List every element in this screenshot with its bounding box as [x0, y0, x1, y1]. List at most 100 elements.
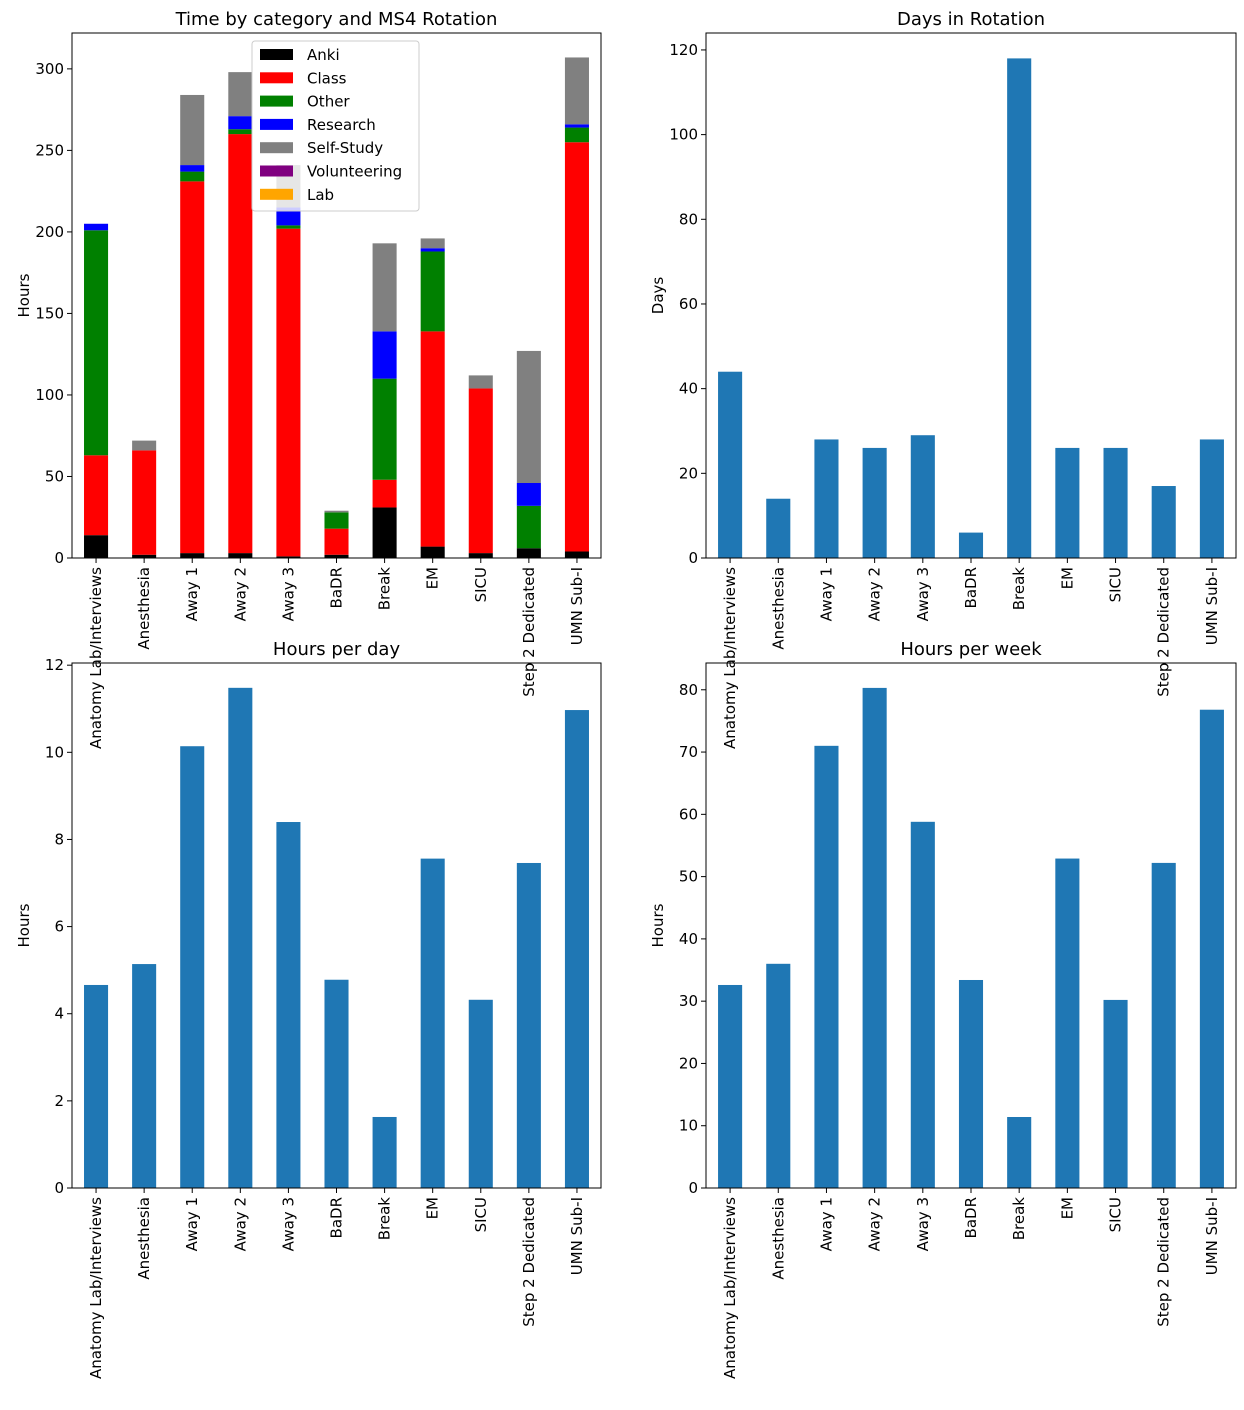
- legend: Anki Class Other Research Self-Study Voluntee…: [251, 40, 420, 212]
- x-tick-label-umn-sub-i: UMN Sub-I: [1203, 567, 1221, 645]
- y-tick-label: 150: [35, 304, 64, 322]
- y-tick-label: 4: [54, 1005, 64, 1023]
- legend-label-anki: Anki: [307, 46, 340, 64]
- y-axis-title: Hours: [15, 273, 33, 317]
- bar-class-away-2: [228, 134, 253, 554]
- y-axis-title: Hours: [15, 903, 33, 947]
- y-tick-label: 0: [688, 549, 698, 567]
- x-tick-label-em: EM: [424, 567, 442, 589]
- bar-anki-em: [420, 546, 445, 558]
- x-tick-label-anatomy-lab-interviews: Anatomy Lab/Interviews: [87, 567, 105, 749]
- y-tick-label: 20: [679, 1054, 698, 1072]
- bar-class-anatomy-lab-interviews: [84, 455, 109, 536]
- bars: [84, 57, 589, 558]
- bar-self-study-badr: [324, 510, 349, 513]
- bar-research-away-3: [276, 207, 301, 226]
- bar-em: [420, 858, 445, 1188]
- bar-anki-away-3: [276, 556, 301, 558]
- bar-away-2: [862, 447, 887, 558]
- x-tick-label-em: EM: [1058, 567, 1076, 589]
- bar-self-study-sicu: [468, 375, 493, 389]
- bars: [718, 58, 1224, 558]
- legend-swatch-lab: [260, 188, 293, 200]
- bar-sicu: [1103, 447, 1128, 558]
- y-tick-label: 30: [679, 992, 698, 1010]
- bar-self-study-step-2-dedicated: [516, 350, 541, 483]
- bar-anatomy-lab-interviews: [718, 371, 743, 558]
- chart-title: Hours per week: [900, 639, 1042, 660]
- bar-self-study-em: [420, 238, 445, 249]
- bar-em: [1055, 447, 1080, 558]
- bar-umn-sub-i: [564, 710, 589, 1188]
- x-tick-label-badr: BaDR: [328, 1197, 346, 1238]
- bar-anesthesia: [132, 964, 157, 1188]
- legend-swatch-other: [260, 95, 293, 107]
- bar-badr: [958, 532, 984, 558]
- x-tick-label-umn-sub-i: UMN Sub-I: [1203, 1197, 1221, 1275]
- bar-away-2: [862, 687, 887, 1188]
- y-tick-label: 40: [679, 380, 698, 398]
- x-tick-label-away-3: Away 3: [279, 567, 297, 621]
- x-tick-label-anesthesia: Anesthesia: [135, 567, 153, 650]
- x-tick-label-anatomy-lab-interviews: Anatomy Lab/Interviews: [87, 1197, 105, 1379]
- bar-anesthesia: [766, 963, 791, 1188]
- legend-label-volunteering: Volunteering: [307, 163, 402, 181]
- x-tick-label-em: EM: [1058, 1197, 1076, 1219]
- bar-anatomy-lab-interviews: [718, 984, 743, 1188]
- bar-step-2-dedicated: [516, 862, 541, 1188]
- bar-class-em: [420, 331, 445, 547]
- x-tick-label-away-1: Away 1: [183, 567, 201, 621]
- bar-class-break: [372, 479, 397, 508]
- bar-away-1: [180, 746, 205, 1188]
- y-tick-label: 300: [35, 60, 64, 78]
- chart-title: Hours per day: [273, 639, 401, 660]
- y-tick-label: 10: [45, 743, 64, 761]
- bar-break: [372, 1116, 397, 1188]
- bars: [718, 687, 1224, 1188]
- x-tick-label-break: Break: [376, 567, 394, 611]
- bar-research-away-1: [180, 165, 205, 172]
- legend-label-class: Class: [307, 69, 347, 87]
- x-tick-label-em: EM: [424, 1197, 442, 1219]
- bar-class-umn-sub-i: [564, 142, 589, 552]
- y-tick-label: 0: [54, 1179, 64, 1197]
- x-tick-label-away-3: Away 3: [914, 567, 932, 621]
- x-tick-label-away-1: Away 1: [817, 567, 835, 621]
- x-tick-label-away-2: Away 2: [866, 1197, 884, 1251]
- chart-panel-0: 0 50 100 150 200 250 300 Anatomy Lab/Interviews…: [15, 9, 602, 749]
- bar-other-away-3: [276, 225, 301, 229]
- bars: [84, 687, 589, 1188]
- x-tick-label-break: Break: [376, 1197, 394, 1241]
- bar-break: [1007, 1117, 1032, 1188]
- bar-step-2-dedicated: [1151, 486, 1176, 558]
- bar-anki-umn-sub-i: [564, 551, 589, 558]
- x-tick-label-badr: BaDR: [962, 1197, 980, 1238]
- legend-swatch-self-study: [260, 142, 293, 154]
- bar-sicu: [1103, 999, 1128, 1188]
- bar-self-study-away-2: [228, 72, 253, 117]
- x-tick-label-away-1: Away 1: [817, 1197, 835, 1251]
- chart-panel-3: 0 10 20 30 40 50 60 70 80 Anatomy Lab/Interviews A…: [649, 639, 1237, 1379]
- bar-anki-away-2: [228, 553, 253, 558]
- y-tick-label: 50: [45, 467, 64, 485]
- bar-class-badr: [324, 528, 349, 555]
- x-tick-label-anesthesia: Anesthesia: [769, 1197, 787, 1280]
- axes-frame: [705, 32, 1237, 559]
- bar-anatomy-lab-interviews: [84, 984, 109, 1188]
- x-tick-label-anesthesia: Anesthesia: [135, 1197, 153, 1280]
- bar-anki-step-2-dedicated: [516, 548, 541, 558]
- bar-away-3: [910, 821, 935, 1188]
- y-tick-label: 120: [669, 41, 698, 59]
- x-tick-label-step-2-dedicated: Step 2 Dedicated: [520, 567, 538, 697]
- x-tick-label-break: Break: [1010, 1197, 1028, 1241]
- y-tick-label: 200: [35, 223, 64, 241]
- chart-title: Time by category and MS4 Rotation: [175, 9, 498, 30]
- x-tick-label-away-2: Away 2: [231, 567, 249, 621]
- bar-umn-sub-i: [1199, 709, 1224, 1188]
- bar-research-em: [420, 248, 445, 252]
- y-tick-label: 0: [54, 549, 64, 567]
- bar-away-3: [276, 822, 301, 1188]
- y-tick-label: 60: [679, 295, 698, 313]
- bar-research-break: [372, 331, 397, 379]
